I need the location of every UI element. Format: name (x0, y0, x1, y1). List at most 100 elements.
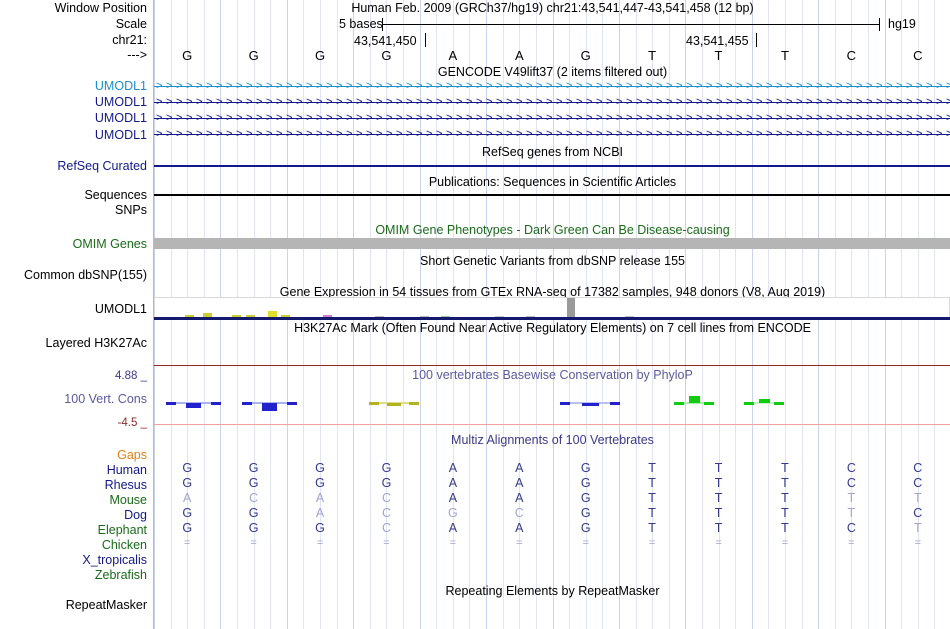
alignment-base-mouse-12: T (913, 491, 922, 505)
strand-arrow-icon: > (896, 96, 903, 108)
gencode-transcript-row-4[interactable]: > > > > > > > > > > > > > > > > > > > > > > > > > > > > > > > > > > > > > > > >… (154, 128, 950, 141)
strand-arrow-icon: > (176, 96, 183, 108)
sidebar-item-gencode-umodl1-4[interactable]: UMODL1 (94, 128, 147, 142)
strand-arrow-icon: > (296, 112, 303, 124)
strand-arrow-icon: > (276, 96, 283, 108)
sidebar-item-gaps[interactable]: Gaps (117, 448, 147, 462)
sidebar-item-species-zebrafish[interactable]: Zebrafish (94, 568, 147, 582)
refseq-feature-line[interactable] (154, 165, 950, 167)
sidebar-item-gtex-umodl1[interactable]: UMODL1 (94, 302, 147, 316)
strand-arrow-icon: > (416, 96, 423, 108)
sidebar-item-species-rhesus[interactable]: Rhesus (104, 478, 147, 492)
strand-arrow-icon: > (946, 112, 950, 124)
gencode-transcript-row-2[interactable]: > > > > > > > > > > > > > > > > > > > > > > > > > > > > > > > > > > > > > > > >… (154, 96, 950, 109)
strand-arrow-icon: > (626, 128, 633, 140)
sidebar-item-layered-h3k27ac[interactable]: Layered H3K27Ac (45, 336, 147, 350)
conservation-bar-tip (287, 402, 297, 405)
strand-arrow-icon: > (696, 128, 703, 140)
gencode-transcript-row-3[interactable]: > > > > > > > > > > > > > > > > > > > > > > > > > > > > > > > > > > > > > > > >… (154, 112, 950, 125)
strand-arrow-icon: > (926, 128, 933, 140)
strand-arrow-icon: > (436, 80, 443, 92)
track-data-area[interactable]: Human Feb. 2009 (GRCh37/hg19) chr21:43,5… (153, 0, 950, 629)
strand-arrow-icon: > (756, 96, 763, 108)
strand-arrow-icon: > (456, 112, 463, 124)
conservation-bar (759, 399, 770, 403)
strand-arrow-icon: > (396, 112, 403, 124)
strand-arrow-icon: > (746, 96, 753, 108)
strand-arrow-icon: > (176, 112, 183, 124)
strand-arrow-icon: > (786, 80, 793, 92)
conservation-bar-tip (744, 402, 754, 405)
sidebar-item-species-elephant[interactable]: Elephant (97, 523, 147, 537)
strand-arrow-icon: > (356, 80, 363, 92)
strand-arrow-icon: > (366, 96, 373, 108)
alignment-base-human-3: G (315, 461, 325, 475)
strand-arrow-label: ---> (127, 48, 147, 62)
strand-arrow-icon: > (286, 96, 293, 108)
sidebar-item-sequences[interactable]: Sequences (84, 188, 147, 202)
strand-arrow-icon: > (856, 112, 863, 124)
sidebar-item-snps[interactable]: SNPs (115, 203, 147, 217)
sidebar-item-species-human[interactable]: Human (106, 463, 147, 477)
strand-arrow-icon: > (606, 80, 613, 92)
gtex-tissue-bar (567, 298, 575, 318)
conservation-bar-tip (211, 402, 221, 405)
sidebar-item-gencode-umodl1-3[interactable]: UMODL1 (94, 111, 147, 125)
strand-arrow-icon: > (426, 128, 433, 140)
sidebar-item-species-dog[interactable]: Dog (124, 508, 147, 522)
alignment-base-dog-1: G (182, 506, 193, 520)
sidebar-item-common-dbsnp[interactable]: Common dbSNP(155) (24, 268, 147, 282)
strand-arrow-icon: > (796, 96, 803, 108)
strand-arrow-icon: > (316, 96, 323, 108)
strand-arrow-icon: > (336, 80, 343, 92)
alignment-base-rhesus-6: A (515, 476, 524, 490)
strand-arrow-icon: > (486, 112, 493, 124)
strand-arrow-icon: > (416, 128, 423, 140)
strand-arrow-icon: > (356, 128, 363, 140)
strand-arrow-icon: > (726, 96, 733, 108)
strand-arrow-icon: > (386, 96, 393, 108)
strand-arrow-icon: > (196, 112, 203, 124)
strand-arrow-icon: > (636, 80, 643, 92)
strand-arrow-icon: > (736, 112, 743, 124)
strand-arrow-icon: > (746, 112, 753, 124)
sidebar-item-species-mouse[interactable]: Mouse (109, 493, 147, 507)
sidebar-item-omim-genes[interactable]: OMIM Genes (72, 237, 147, 251)
omim-gene-bar[interactable] (154, 238, 950, 249)
strand-arrow-icon: > (176, 80, 183, 92)
alignment-base-dog-3: A (315, 506, 325, 520)
conservation-plot[interactable] (154, 382, 950, 424)
gencode-transcript-row-1[interactable]: > > > > > > > > > > > > > > > > > > > > > > > > > > > > > > > > > > > > > > > >… (154, 80, 950, 93)
ruler-base-3: G (314, 48, 326, 63)
conservation-max-value: 4.88 _ (115, 370, 147, 382)
sidebar-item-gencode-umodl1-2[interactable]: UMODL1 (94, 95, 147, 109)
sidebar-item-repeatmasker[interactable]: RepeatMasker (65, 598, 147, 612)
sidebar-item-species-x-tropicalis[interactable]: X_tropicalis (82, 553, 147, 567)
strand-arrow-icon: > (336, 112, 343, 124)
strand-arrow-icon: > (566, 96, 573, 108)
strand-arrow-icon: > (936, 128, 943, 140)
strand-arrow-icon: > (636, 112, 643, 124)
strand-arrow-icon: > (526, 80, 533, 92)
strand-arrow-icon: > (336, 96, 343, 108)
strand-arrow-icon: > (666, 80, 673, 92)
alignment-base-elephant-11: C (846, 521, 856, 535)
sidebar-item-species-chicken[interactable]: Chicken (101, 538, 147, 552)
strand-arrow-icon: > (486, 96, 493, 108)
sidebar-item-refseq-curated[interactable]: RefSeq Curated (57, 159, 147, 173)
strand-arrow-icon: > (656, 128, 663, 140)
gtex-expression-graph[interactable] (154, 297, 950, 319)
sidebar-item-gencode-umodl1-1[interactable]: UMODL1 (94, 79, 147, 93)
gtex-tissue-bar (268, 311, 277, 318)
strand-arrow-icon: > (526, 128, 533, 140)
alignment-base-mouse-6: A (515, 491, 524, 505)
ruler-base-4: G (381, 48, 392, 63)
sidebar-item-100-vert-cons[interactable]: 100 Vert. Cons (64, 392, 147, 406)
publications-feature-line[interactable] (154, 194, 950, 196)
strand-arrow-icon: > (766, 96, 773, 108)
strand-arrow-icon: > (916, 128, 923, 140)
strand-arrow-icon: > (646, 80, 653, 92)
strand-arrow-icon: > (576, 112, 583, 124)
